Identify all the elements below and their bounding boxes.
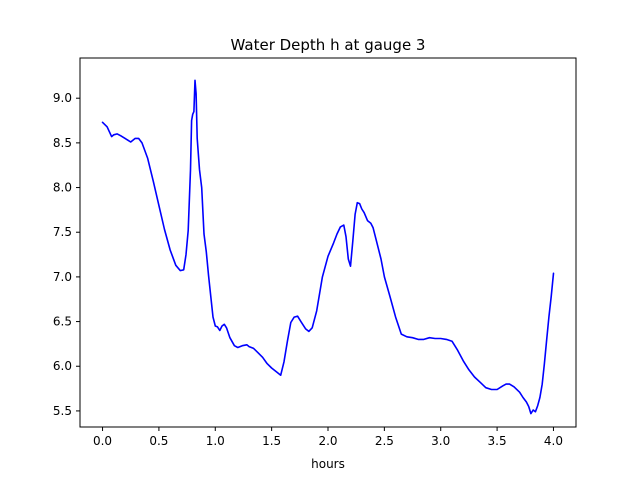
x-tick-label: 2.5 [375, 434, 394, 448]
y-tick-label: 8.0 [53, 181, 72, 195]
chart-title: Water Depth h at gauge 3 [231, 36, 426, 54]
x-tick-label: 3.0 [431, 434, 450, 448]
x-tick-label: 0.0 [93, 434, 112, 448]
y-tick-label: 7.0 [53, 270, 72, 284]
y-tick-label: 5.5 [53, 404, 72, 418]
x-tick-label: 3.5 [488, 434, 507, 448]
x-tick-label: 4.0 [544, 434, 563, 448]
y-axis-ticks: 5.5 6.0 6.5 7.0 7.5 8.0 8.5 9.0 [53, 91, 80, 418]
y-tick-label: 8.5 [53, 136, 72, 150]
x-tick-label: 2.0 [318, 434, 337, 448]
y-tick-label: 7.5 [53, 225, 72, 239]
y-tick-label: 6.5 [53, 315, 72, 329]
y-tick-label: 6.0 [53, 359, 72, 373]
x-tick-label: 1.5 [262, 434, 281, 448]
x-axis-ticks: 0.0 0.5 1.0 1.5 2.0 2.5 3.0 3.5 4.0 [93, 427, 563, 448]
y-tick-label: 9.0 [53, 91, 72, 105]
water-depth-line [101, 79, 555, 415]
x-axis-label: hours [311, 457, 345, 471]
axes-frame [79, 57, 577, 428]
plot-area [101, 79, 555, 415]
x-tick-label: 0.5 [149, 434, 168, 448]
x-tick-label: 1.0 [206, 434, 225, 448]
